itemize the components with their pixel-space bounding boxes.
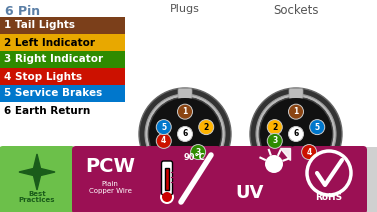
Text: 2 Left Indicator: 2 Left Indicator — [4, 38, 95, 47]
Text: 6 Earth Return: 6 Earth Return — [4, 106, 90, 116]
Polygon shape — [280, 148, 290, 160]
Text: 6 Pin: 6 Pin — [5, 5, 40, 18]
Circle shape — [199, 120, 214, 135]
Circle shape — [156, 133, 171, 148]
FancyBboxPatch shape — [0, 85, 125, 102]
Text: 4: 4 — [307, 148, 312, 156]
Text: Plugs: Plugs — [170, 4, 200, 14]
FancyBboxPatch shape — [165, 168, 169, 190]
Text: PCW: PCW — [85, 158, 135, 177]
Text: 3: 3 — [196, 148, 201, 156]
FancyBboxPatch shape — [0, 147, 377, 212]
Circle shape — [178, 104, 193, 119]
Text: 6: 6 — [293, 130, 299, 138]
Circle shape — [178, 127, 193, 141]
FancyBboxPatch shape — [289, 88, 303, 99]
FancyBboxPatch shape — [0, 34, 125, 51]
Circle shape — [160, 190, 174, 204]
Circle shape — [139, 88, 231, 180]
Circle shape — [162, 192, 172, 202]
Circle shape — [145, 94, 225, 174]
Circle shape — [259, 97, 333, 171]
Text: Plain
Copper Wire: Plain Copper Wire — [89, 181, 132, 194]
FancyBboxPatch shape — [0, 17, 125, 34]
Text: 1 Tail Lights: 1 Tail Lights — [4, 21, 75, 31]
Text: 2: 2 — [204, 123, 209, 132]
Circle shape — [310, 120, 325, 135]
Circle shape — [250, 88, 342, 180]
FancyBboxPatch shape — [0, 0, 377, 147]
Text: 1: 1 — [182, 107, 188, 116]
FancyBboxPatch shape — [218, 146, 294, 212]
FancyBboxPatch shape — [291, 146, 367, 212]
Polygon shape — [19, 154, 55, 190]
Text: 6: 6 — [182, 130, 188, 138]
Text: 3 Right Indicator: 3 Right Indicator — [4, 54, 103, 64]
Circle shape — [260, 98, 332, 170]
Text: Best
Practices: Best Practices — [19, 191, 55, 204]
FancyBboxPatch shape — [0, 68, 125, 85]
Circle shape — [265, 155, 283, 173]
Text: 1: 1 — [293, 107, 299, 116]
Text: 4 Stop Lights: 4 Stop Lights — [4, 71, 82, 81]
Text: Cable Entry Views: Cable Entry Views — [184, 176, 296, 186]
Text: 2: 2 — [272, 123, 277, 132]
FancyBboxPatch shape — [72, 146, 148, 212]
Circle shape — [288, 104, 303, 119]
Text: RoHS: RoHS — [316, 192, 343, 201]
Circle shape — [149, 98, 221, 170]
FancyBboxPatch shape — [178, 88, 192, 99]
Text: UV: UV — [236, 184, 264, 202]
Circle shape — [267, 133, 282, 148]
Text: 5: 5 — [315, 123, 320, 132]
Text: Sockets: Sockets — [273, 4, 319, 17]
Text: 4: 4 — [161, 136, 166, 145]
FancyBboxPatch shape — [145, 146, 221, 212]
FancyBboxPatch shape — [0, 51, 125, 68]
Circle shape — [148, 97, 222, 171]
Circle shape — [288, 127, 303, 141]
Circle shape — [191, 145, 205, 160]
Text: 5: 5 — [161, 123, 166, 132]
Circle shape — [267, 120, 282, 135]
FancyBboxPatch shape — [0, 146, 75, 212]
FancyBboxPatch shape — [161, 161, 173, 195]
Text: 5 Service Brakes: 5 Service Brakes — [4, 88, 102, 99]
Circle shape — [302, 145, 317, 160]
Text: 3: 3 — [272, 136, 277, 145]
Circle shape — [156, 120, 171, 135]
Circle shape — [256, 94, 336, 174]
Text: 90°C: 90°C — [184, 153, 206, 163]
